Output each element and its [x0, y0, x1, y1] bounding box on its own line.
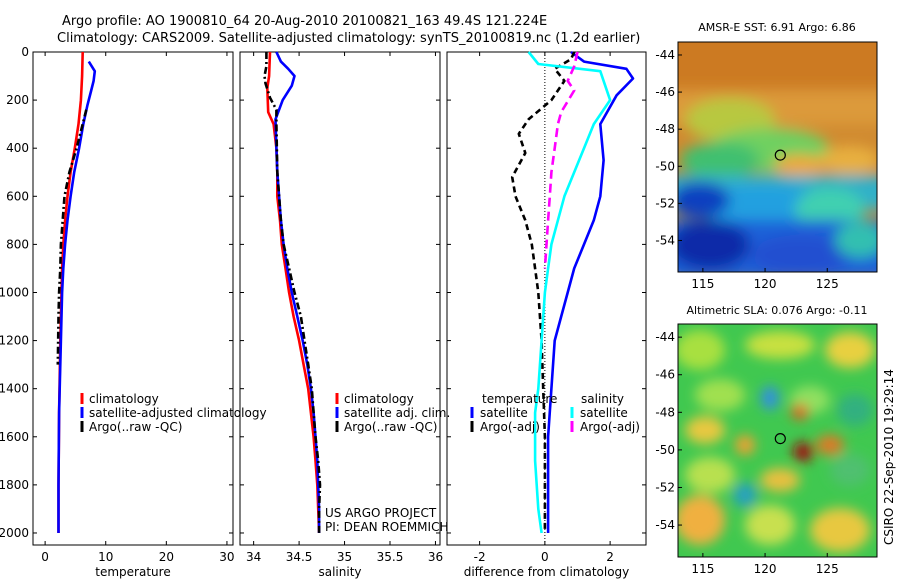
sla-map: 115 120 125 -44 -46 -48 -50 -52 -54	[655, 323, 878, 576]
legend-label: climatology	[344, 392, 414, 406]
map-y-tick-label: -48	[655, 122, 675, 136]
y-tick-label: 200	[6, 93, 29, 107]
pi-credit: PI: DEAN ROEMMICH	[325, 520, 448, 534]
x-tick-label: 30	[219, 550, 234, 564]
series-line	[266, 51, 321, 534]
y-tick-label: 1200	[0, 334, 29, 348]
x-tick-label: 34	[246, 550, 261, 564]
map-y-tick-label: -46	[655, 85, 675, 99]
x-tick-label: 34.5	[286, 550, 313, 564]
map-x-tick-label: 125	[816, 277, 839, 291]
y-tick-label: 1400	[0, 382, 29, 396]
series-line	[543, 51, 579, 269]
series-line	[527, 51, 612, 534]
map-x-tick-label: 125	[816, 562, 839, 576]
map-y-tick-label: -50	[655, 443, 675, 457]
y-tick-label: 2000	[0, 526, 29, 540]
legend-label: climatology	[89, 392, 159, 406]
map-x-tick-label: 115	[691, 277, 714, 291]
x-tick-label: -2	[474, 550, 486, 564]
sst-map: 115 120 125 -44 -46 -48 -50 -52 -54	[655, 41, 878, 291]
map-x-tick-label: 115	[691, 562, 714, 576]
x-tick-label: 20	[159, 550, 174, 564]
y-tick-label: 400	[6, 141, 29, 155]
y-tick-label: 1600	[0, 430, 29, 444]
argo-location-marker	[774, 433, 786, 445]
series-line	[546, 50, 635, 533]
x-tick-label: 0	[41, 550, 49, 564]
map-y-tick-label: -54	[655, 233, 675, 247]
map-y-tick-label: -54	[655, 518, 675, 532]
x-axis-label: difference from climatology	[464, 565, 630, 579]
csiro-timestamp: CSIRO 22-Sep-2010 19:29:14	[882, 369, 896, 545]
sla-map-title: Altimetric SLA: 0.076 Argo: -0.11	[687, 304, 868, 317]
legend-label: satellite	[580, 406, 628, 420]
x-tick-label: 35.5	[377, 550, 404, 564]
x-axis-label: salinity	[318, 565, 361, 579]
map-x-tick-label: 120	[754, 277, 777, 291]
legend-label: satellite	[480, 406, 528, 420]
x-axis-label: temperature	[95, 565, 170, 579]
project-credit: US ARGO PROJECT	[325, 506, 437, 520]
map-y-tick-label: -46	[655, 368, 675, 382]
series-line	[510, 51, 576, 533]
sst-map-title: AMSR-E SST: 6.91 Argo: 6.86	[698, 21, 856, 34]
x-tick-label: 35	[337, 550, 352, 564]
legend-label: satellite adj. clim.	[344, 406, 450, 420]
legend-header: salinity	[581, 392, 624, 406]
sla-map-ticks: 115 120 125 -44 -46 -48 -50 -52 -54	[655, 330, 838, 576]
temperature-panel: 0 10 20 30 0 200 400 600 800 1000 1200 1400 1600 1800…	[0, 45, 267, 579]
y-tick-label: 800	[6, 237, 29, 251]
map-y-tick-label: -52	[655, 480, 675, 494]
map-y-tick-label: -52	[655, 196, 675, 210]
series-line	[263, 52, 322, 533]
series-line	[56, 109, 88, 365]
map-y-tick-label: -50	[655, 159, 675, 173]
plot-frame	[32, 51, 234, 546]
y-tick-label: 1000	[0, 285, 29, 299]
map-y-tick-label: -44	[655, 48, 675, 62]
y-tick-label: 1800	[0, 478, 29, 492]
legend-label: Argo(-adj)	[580, 420, 640, 434]
figure-title-line1: Argo profile: AO 1900810_64 20-Aug-2010 …	[62, 14, 547, 29]
y-tick-label: 0	[21, 45, 29, 59]
map-x-tick-label: 120	[754, 562, 777, 576]
plot-frame	[239, 51, 441, 546]
x-tick-label: 2	[606, 550, 614, 564]
series-line	[274, 51, 321, 533]
legend-header: temperature	[482, 392, 557, 406]
plot-frame	[446, 51, 647, 546]
x-tick-label: 10	[98, 550, 113, 564]
y-tick-label: 600	[6, 189, 29, 203]
salinity-panel: 34 34.5 35 35.5 36 salinity climatologysatelli…	[239, 51, 450, 579]
argo-location-marker	[774, 149, 786, 161]
legend-label: satellite-adjusted climatology	[89, 406, 267, 420]
figure-title-line2: Climatology: CARS2009. Satellite-adjuste…	[57, 31, 640, 46]
x-tick-label: 0	[541, 550, 549, 564]
legend-label: Argo(..raw -QC)	[344, 420, 437, 434]
map-y-tick-label: -44	[655, 330, 675, 344]
x-tick-label: 36	[428, 550, 443, 564]
legend-label: Argo(-adj)	[480, 420, 540, 434]
legend-label: Argo(..raw -QC)	[89, 420, 182, 434]
series-line	[57, 60, 97, 533]
sst-map-ticks: 115 120 125 -44 -46 -48 -50 -52 -54	[655, 48, 838, 291]
map-y-tick-label: -48	[655, 405, 675, 419]
